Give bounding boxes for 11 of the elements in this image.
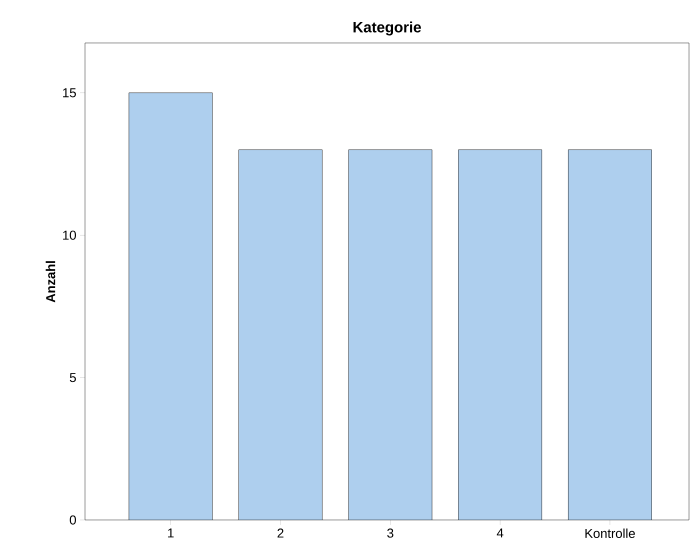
x-tick-label: 4 <box>496 528 504 538</box>
y-tick-label: 5 <box>70 373 76 382</box>
y-tick-label: 15 <box>63 88 76 98</box>
y-axis-title: Anzahl <box>46 261 56 302</box>
y-tick-label: 0 <box>70 515 76 525</box>
x-tick-label: 3 <box>387 528 394 538</box>
x-tick-label: Kontrolle <box>585 528 635 538</box>
x-tick-label: 2 <box>278 528 284 538</box>
chart-title: Kategorie <box>354 21 421 36</box>
y-tick-label: 10 <box>63 230 76 240</box>
x-tick-label: 1 <box>168 528 174 538</box>
